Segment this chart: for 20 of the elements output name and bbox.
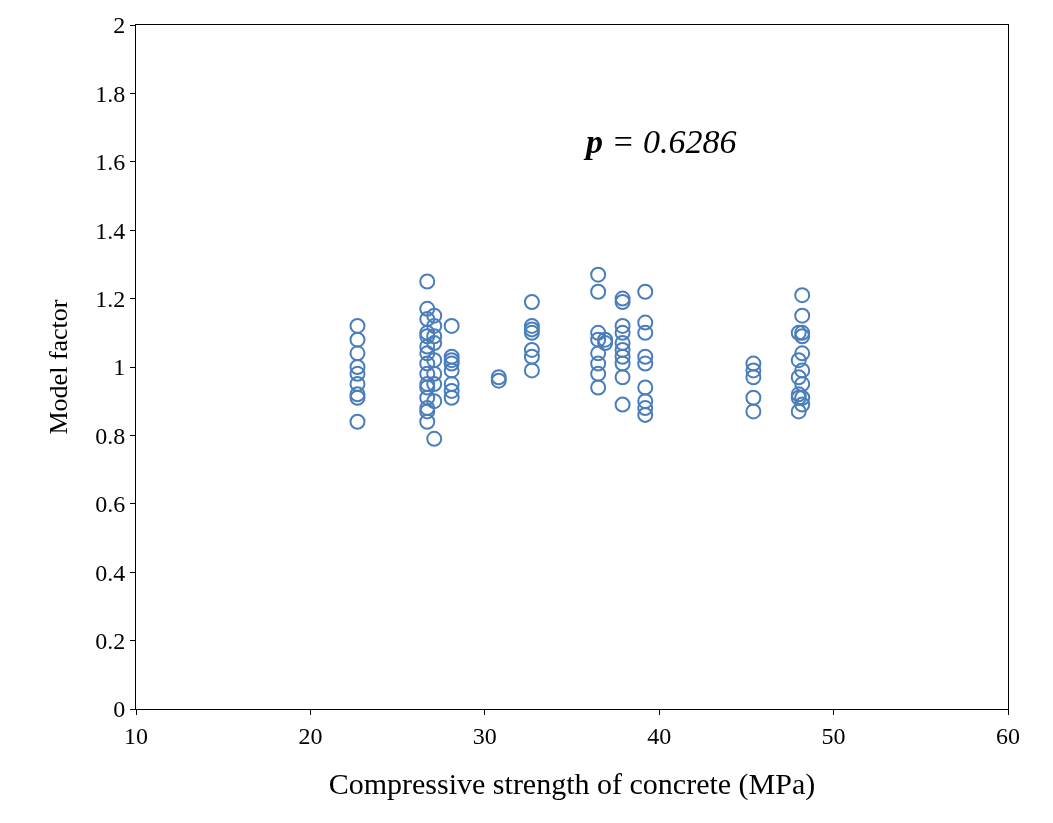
y-tick-label: 0.4: [95, 559, 126, 586]
y-tick-label: 1: [113, 354, 126, 381]
x-tick-label: 30: [472, 722, 497, 749]
y-tick-label: 1.6: [95, 149, 126, 176]
y-tick-label: 0.6: [95, 491, 126, 518]
annotation: p = 0.6286: [583, 123, 737, 160]
x-tick-label: 50: [821, 722, 846, 749]
y-tick-label: 2: [113, 12, 126, 39]
x-tick-label: 20: [298, 722, 323, 749]
y-tick-label: 0.2: [95, 628, 126, 654]
x-tick-label: 40: [647, 722, 672, 749]
y-tick-label: 1.8: [95, 80, 126, 107]
x-tick-label: 60: [996, 722, 1020, 749]
y-tick-label: 0: [113, 696, 126, 723]
x-axis-title: Compressive strength of concrete (MPa): [328, 767, 816, 802]
y-tick-label: 1.2: [95, 286, 126, 312]
y-tick-label: 1.4: [95, 217, 126, 244]
x-tick-label: 10: [124, 722, 148, 749]
y-tick-label: 0.8: [95, 422, 126, 449]
y-axis-title: Model factor: [43, 299, 73, 435]
